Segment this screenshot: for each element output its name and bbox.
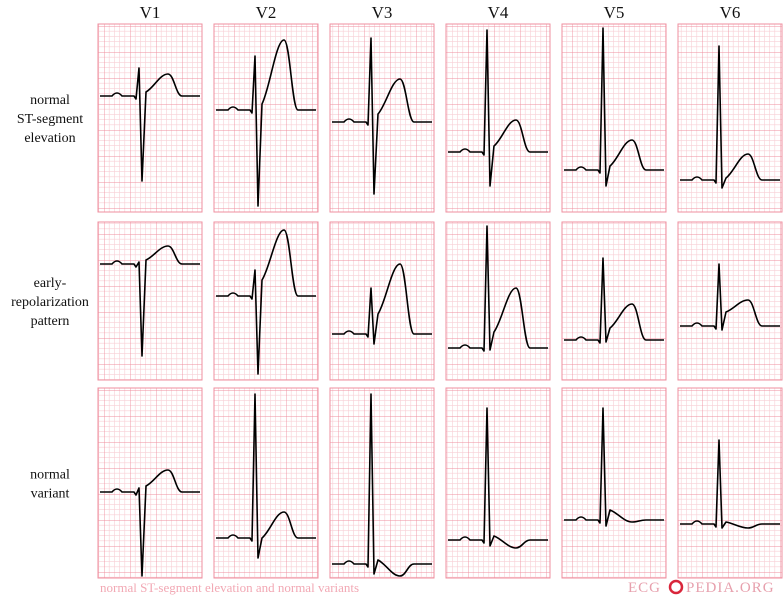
ecg-trace bbox=[448, 407, 548, 549]
caption: normal ST-segment elevation and normal v… bbox=[100, 580, 359, 595]
ecg-trace bbox=[216, 39, 316, 207]
ecg-trace bbox=[680, 263, 780, 331]
lead-label: V3 bbox=[372, 3, 393, 22]
row-label: pattern bbox=[31, 314, 70, 329]
grid-panel bbox=[213, 23, 319, 213]
ecg-trace bbox=[332, 393, 432, 577]
ecg-trace bbox=[100, 67, 200, 182]
grid-panel bbox=[213, 221, 319, 381]
ecg-trace bbox=[564, 257, 664, 344]
row-label: normal bbox=[30, 93, 70, 108]
grid-panel bbox=[561, 23, 667, 213]
grid-panel bbox=[561, 387, 667, 579]
logo-right: PEDIA.ORG bbox=[686, 580, 775, 596]
ecg-trace bbox=[680, 439, 780, 529]
row-label: early- bbox=[34, 276, 67, 291]
grid-panel bbox=[213, 387, 319, 579]
grid-panel bbox=[97, 221, 203, 381]
row-label: repolarization bbox=[11, 295, 89, 310]
grid-panel bbox=[677, 221, 783, 381]
ecg-trace bbox=[564, 407, 664, 527]
panels bbox=[97, 23, 783, 579]
ecg-trace bbox=[216, 229, 316, 375]
logo-mark bbox=[668, 579, 684, 595]
grid-panel bbox=[677, 23, 783, 213]
grid-panel bbox=[97, 23, 203, 213]
lead-label: V4 bbox=[488, 3, 509, 22]
grid-panel bbox=[445, 221, 551, 381]
row-label: normal bbox=[30, 468, 70, 483]
grid-panel bbox=[445, 387, 551, 579]
row-label: variant bbox=[31, 487, 70, 502]
ecg-trace bbox=[448, 225, 548, 352]
ecg-trace bbox=[680, 45, 780, 189]
logo: ECG PEDIA.ORG bbox=[628, 579, 775, 596]
ecg-trace bbox=[564, 27, 664, 187]
grid-panel bbox=[329, 221, 435, 381]
lead-label: V6 bbox=[720, 3, 741, 22]
row-label: ST-segment bbox=[17, 112, 83, 127]
ecg-trace bbox=[332, 37, 432, 195]
ecg-trace bbox=[100, 469, 200, 577]
lead-label: V5 bbox=[604, 3, 625, 22]
lead-label: V1 bbox=[140, 3, 161, 22]
ecg-trace bbox=[332, 263, 432, 345]
ecg-trace bbox=[448, 29, 548, 187]
ecg-trace bbox=[100, 245, 200, 357]
ecg-trace bbox=[216, 393, 316, 559]
grid-panel bbox=[329, 23, 435, 213]
grid-panel bbox=[445, 23, 551, 213]
row-label: elevation bbox=[24, 131, 75, 146]
grid-panel bbox=[677, 387, 783, 579]
logo-left: ECG bbox=[628, 580, 661, 596]
grid-panel bbox=[329, 387, 435, 579]
lead-label: V2 bbox=[256, 3, 277, 22]
grid-panel bbox=[561, 221, 667, 381]
